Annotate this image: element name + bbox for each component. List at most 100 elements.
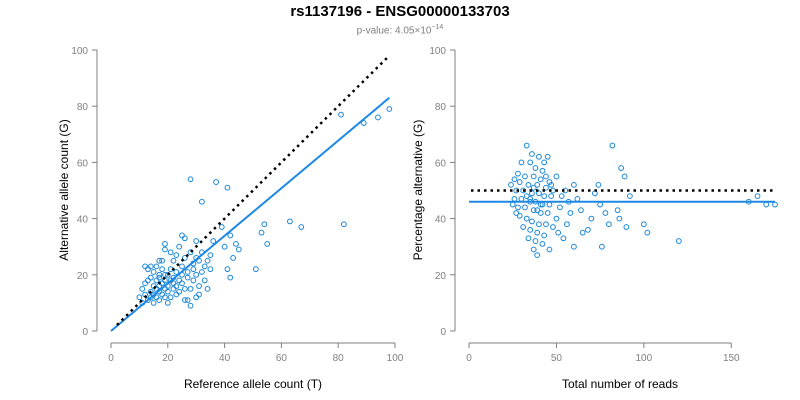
- pvalue-exponent: −14: [431, 24, 444, 31]
- data-point: [375, 114, 381, 121]
- data-point: [164, 300, 171, 306]
- data-point: [264, 240, 271, 247]
- data-point: [578, 207, 584, 214]
- data-point: [184, 269, 191, 275]
- data-point: [520, 187, 527, 194]
- data-point: [602, 210, 609, 216]
- data-point: [541, 159, 548, 166]
- data-point: [534, 229, 541, 236]
- data-point: [173, 291, 180, 298]
- data-point: [184, 274, 191, 281]
- panel-2: 0 50 100 150 0 20 40 60 80 100 Total number of rea…: [411, 46, 778, 391]
- data-point: [179, 232, 185, 239]
- data-point: [772, 201, 778, 208]
- data-point: [530, 173, 537, 180]
- y-tick-label: 40: [435, 215, 447, 226]
- data-point: [529, 218, 535, 225]
- data-point: [605, 221, 612, 228]
- data-point: [173, 269, 180, 275]
- data-point: [198, 269, 205, 275]
- data-point: [136, 294, 143, 301]
- data-point: [181, 285, 188, 292]
- data-point: [230, 255, 237, 261]
- data-point: [588, 215, 595, 222]
- data-point: [553, 215, 560, 222]
- data-point: [227, 274, 234, 281]
- y-tick-label: 100: [429, 46, 446, 57]
- data-point: [167, 294, 174, 301]
- data-point: [532, 238, 539, 244]
- data-point: [156, 257, 163, 264]
- data-point: [523, 215, 530, 222]
- data-point: [598, 243, 605, 250]
- data-point: [522, 204, 528, 211]
- data-point: [513, 210, 520, 216]
- data-point: [530, 246, 537, 253]
- data-point: [142, 263, 148, 270]
- data-point: [181, 297, 188, 303]
- data-point: [181, 255, 188, 261]
- y-tick-label: 60: [77, 158, 89, 169]
- data-point: [224, 184, 231, 191]
- data-point: [518, 196, 525, 202]
- data-point: [204, 257, 211, 264]
- data-point: [196, 283, 202, 289]
- panel-1: 0 20 40 60 80 100 0 20 40 60 80 100 Reference allele…: [57, 46, 404, 391]
- data-point: [201, 277, 208, 284]
- data-point: [530, 207, 537, 214]
- data-point: [170, 257, 177, 264]
- data-point: [170, 280, 177, 287]
- y-tick-label: 0: [82, 327, 88, 338]
- data-point: [162, 294, 168, 301]
- x-tick-label: 0: [108, 353, 114, 364]
- data-point: [515, 204, 521, 211]
- data-point: [207, 266, 214, 273]
- data-point: [153, 277, 160, 284]
- data-point: [544, 210, 551, 216]
- y-tick-label: 20: [435, 271, 447, 282]
- data-point: [156, 297, 163, 303]
- data-point: [159, 291, 166, 298]
- x-axis-label: Total number of reads: [562, 377, 678, 391]
- data-point: [511, 176, 518, 183]
- x-tick-label: 40: [219, 353, 231, 364]
- data-point: [170, 285, 177, 292]
- data-point: [527, 226, 534, 233]
- data-point: [675, 238, 682, 244]
- data-point: [190, 277, 197, 284]
- data-point: [159, 266, 166, 273]
- data-point: [201, 263, 208, 270]
- data-point: [536, 221, 542, 228]
- data-point: [298, 224, 305, 230]
- x-tick-label: 80: [333, 353, 345, 364]
- data-point: [258, 229, 265, 236]
- chart-title: rs1137196 - ENSG00000133703: [290, 3, 510, 20]
- data-point: [164, 271, 171, 278]
- x-tick-label: 50: [551, 353, 563, 364]
- x-tick-label: 100: [636, 353, 653, 364]
- data-point: [640, 221, 647, 228]
- data-point: [530, 184, 537, 191]
- data-point: [187, 302, 194, 309]
- data-point: [193, 294, 200, 301]
- data-point: [179, 263, 185, 270]
- data-point: [162, 240, 168, 247]
- data-point: [173, 283, 180, 289]
- x-axis-label: Reference allele count (T): [184, 377, 322, 391]
- y-tick-label: 100: [71, 46, 88, 57]
- data-point: [515, 170, 521, 177]
- data-point: [614, 207, 621, 214]
- data-point: [139, 285, 146, 292]
- data-point: [534, 181, 541, 188]
- y-tick-label: 0: [440, 327, 446, 338]
- data-point: [618, 165, 625, 171]
- data-point: [546, 246, 553, 253]
- data-point: [252, 266, 259, 273]
- data-point: [176, 277, 183, 284]
- x-tick-label: 150: [723, 353, 740, 364]
- data-point: [585, 226, 591, 233]
- data-point: [145, 266, 151, 273]
- data-point: [187, 249, 194, 256]
- data-point: [539, 240, 546, 247]
